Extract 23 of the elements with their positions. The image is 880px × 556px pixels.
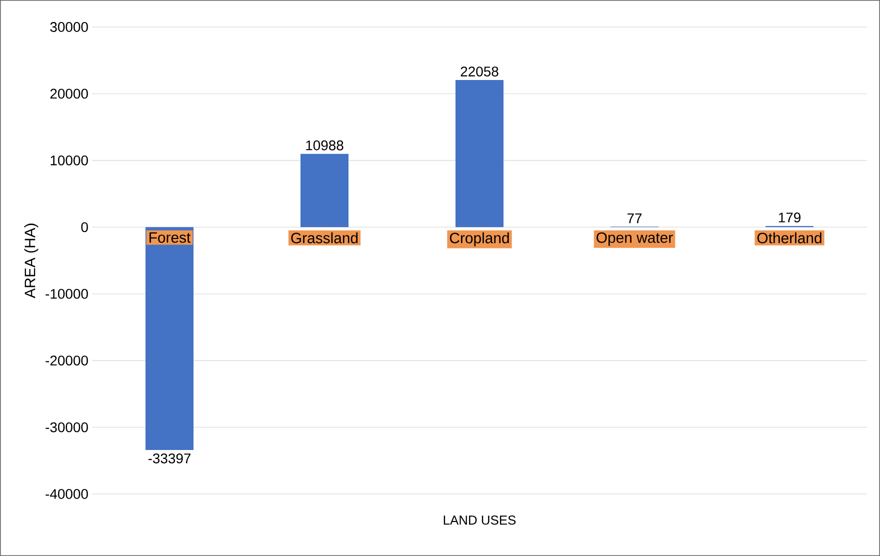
y-tick-label: 20000 xyxy=(50,88,88,99)
data-label: 22058 xyxy=(460,66,498,76)
x-tick-label: Forest xyxy=(150,232,191,243)
y-tick-label: 10000 xyxy=(50,155,88,166)
data-label: 179 xyxy=(778,212,800,222)
y-axis-title: AREA (HA) xyxy=(24,224,38,298)
x-tick-label: Open water xyxy=(596,232,673,246)
y-tick-label: -40000 xyxy=(46,489,88,499)
bar xyxy=(146,227,194,450)
x-tick-label: Grassland xyxy=(291,232,358,244)
x-tick-label: Otherland xyxy=(757,232,822,244)
bar xyxy=(456,80,504,228)
data-label: -33397 xyxy=(148,453,191,464)
y-tick-label: -20000 xyxy=(46,356,88,366)
x-axis-title: LAND USES xyxy=(444,516,516,525)
y-tick-label: 0 xyxy=(81,222,88,232)
data-label: 10988 xyxy=(306,140,344,150)
bar xyxy=(300,154,348,228)
data-label: 77 xyxy=(627,214,642,224)
y-tick-label: 30000 xyxy=(50,22,88,32)
x-tick-label: Cropland xyxy=(450,232,509,246)
y-tick-label: -10000 xyxy=(46,288,88,299)
y-tick-label: -30000 xyxy=(46,422,88,432)
